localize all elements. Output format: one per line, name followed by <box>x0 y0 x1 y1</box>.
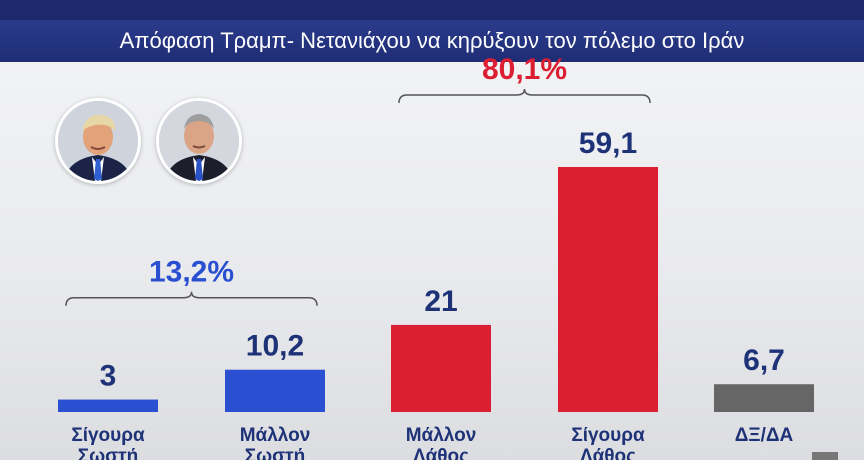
bar <box>58 399 158 412</box>
value-label: 10,2 <box>246 330 304 363</box>
category-label: Λάθος <box>580 446 636 460</box>
category-label: Σίγουρα <box>571 425 645 446</box>
value-label: 59,1 <box>579 127 637 160</box>
category-label: Σίγουρα <box>71 425 145 446</box>
category-label: Σωστή <box>78 446 139 460</box>
top-strip <box>0 0 864 20</box>
category-label: Μάλλον <box>406 425 477 446</box>
category-label: ΔΞ/ΔΑ <box>735 425 794 446</box>
category-label: Σωστή <box>245 446 306 460</box>
netanyahu-portrait-icon <box>156 98 242 184</box>
corner-mark <box>812 452 838 460</box>
trump-portrait-icon <box>55 98 141 184</box>
group-bracket <box>65 291 318 306</box>
category-label: Μάλλον <box>240 425 311 446</box>
bar <box>225 369 325 412</box>
group-bracket <box>398 88 651 104</box>
category-label: Λάθος <box>413 446 469 460</box>
value-label: 21 <box>424 285 457 318</box>
value-label: 3 <box>100 360 117 393</box>
bar <box>558 167 658 412</box>
chart-title: Απόφαση Τραμπ- Νετανιάχου να κηρύξουν το… <box>0 20 864 62</box>
group-total-label: 80,1% <box>482 53 567 86</box>
bar <box>391 324 491 412</box>
group-total-label: 13,2% <box>149 256 234 289</box>
value-label: 6,7 <box>743 344 785 377</box>
bar <box>714 384 814 412</box>
